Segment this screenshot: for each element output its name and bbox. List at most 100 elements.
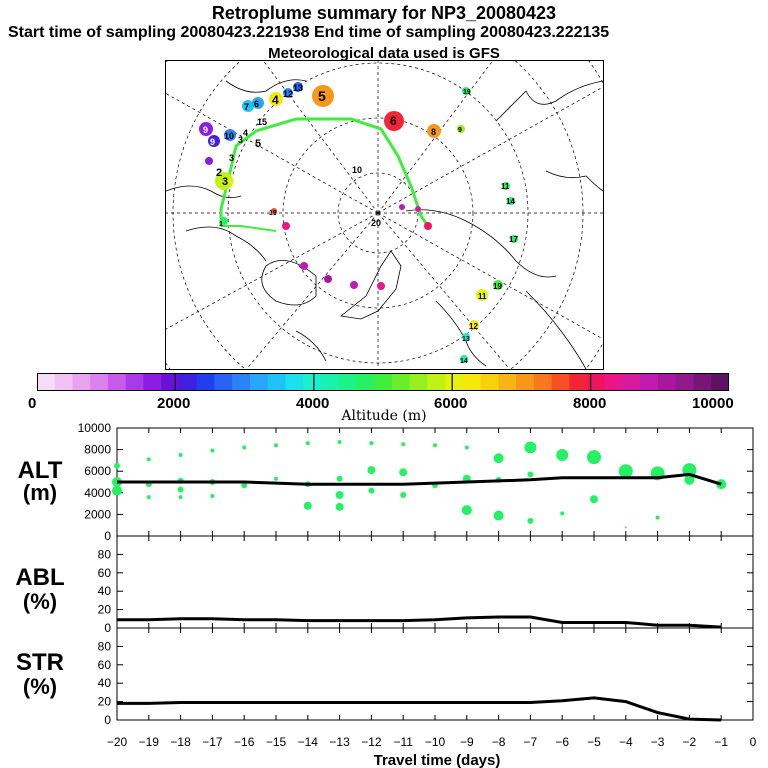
y-tick-label: 80 [98, 547, 112, 561]
map-number-label: 5 [318, 88, 326, 104]
map-number-label: 3 [222, 176, 228, 188]
cluster-marker [462, 87, 470, 95]
y-tick-label: 80 [98, 639, 112, 653]
x-tick-label: −13 [329, 735, 350, 749]
y-tick-label: 4000 [84, 486, 111, 500]
alt-point [178, 495, 183, 500]
map-number-label: 17 [509, 235, 518, 244]
colorbar-swatch [604, 373, 624, 391]
alt-point [433, 443, 437, 448]
map-number-label: 2 [216, 167, 222, 179]
map-number-label: 3 [238, 135, 243, 145]
alt-point [112, 485, 122, 496]
cluster-marker [242, 100, 254, 112]
abl-ticks: 0 20 40 60 80 [98, 536, 754, 635]
met-data-label: Meteorological data used is GFS [268, 45, 500, 62]
colorbar-swatch [622, 373, 641, 391]
cluster-marker [282, 222, 290, 230]
map-number-label: 15 [257, 117, 267, 127]
x-tick-label: −17 [202, 735, 223, 749]
map-number-label: 6 [254, 99, 259, 109]
map-number-label: 10 [224, 131, 234, 141]
alt-panel-frame [116, 427, 754, 537]
trajectory-map: 3 5 2 3 4 9 9 10 3 7 6 4 12 13 15 5 6 8 … [165, 60, 604, 370]
colorbar-swatch [320, 373, 340, 391]
colorbar-swatch [54, 373, 73, 391]
map-number-label: 4 [272, 93, 279, 107]
y-tick-label: 20 [98, 695, 112, 709]
trajectory-path [219, 117, 430, 227]
cluster-marker [507, 197, 515, 205]
cluster-marker [220, 217, 228, 225]
alt-point [209, 479, 216, 485]
cluster-marker [228, 178, 234, 184]
cluster-marker [502, 182, 510, 190]
alt-point [178, 453, 183, 457]
map-number-label: 8 [431, 127, 436, 137]
colorbar-swatches [36, 373, 730, 391]
cluster-marker [399, 204, 405, 210]
colorbar-swatch [693, 373, 712, 391]
alt-point [177, 486, 184, 493]
y-tick-label: 40 [98, 676, 112, 690]
map-number-label: 13 [293, 83, 303, 93]
colorbar-swatch [675, 373, 695, 391]
alt-point [527, 517, 534, 524]
x-tick-label: −10 [425, 735, 446, 749]
alt-point [524, 441, 537, 454]
alt-point [682, 463, 697, 478]
str-ylabel-line2: (%) [23, 674, 57, 699]
alt-point [399, 468, 408, 477]
map-svg: 3 5 2 3 4 9 9 10 3 7 6 4 12 13 15 5 6 8 … [166, 61, 603, 369]
colorbar-swatch [285, 373, 304, 391]
cluster-marker [427, 124, 441, 138]
colorbar-swatch [125, 373, 144, 391]
cluster-marker [350, 281, 358, 289]
alt-point [335, 502, 344, 511]
cluster-marker [252, 97, 264, 109]
map-number-label: 11 [501, 182, 510, 191]
y-tick-label: 2000 [84, 507, 111, 521]
x-tick-label: −3 [651, 735, 665, 749]
abl-line [117, 615, 722, 629]
colorbar-swatch [533, 373, 553, 391]
cluster-marker [460, 355, 468, 363]
alt-point [650, 466, 665, 481]
colorbar-swatch [374, 373, 393, 391]
cluster-marker [457, 125, 465, 133]
alt-point [112, 477, 122, 487]
colorbar-swatch [569, 373, 588, 391]
map-number-label: 12 [469, 322, 478, 331]
x-axis-ticks: −20 −19 −18 −17 −16 −15 −14 −13 −12 −11 −10 −9 −8 −7−… [107, 735, 757, 749]
cluster-marker [205, 157, 213, 165]
alt-point [369, 441, 374, 446]
alt-point [146, 495, 151, 500]
map-number-label: 9 [203, 125, 208, 135]
x-tick-label: −18 [170, 735, 191, 749]
map-number-label: 20 [371, 218, 381, 228]
cluster-marker [384, 111, 404, 131]
alt-point [114, 462, 120, 469]
colorbar-swatch [427, 373, 446, 391]
map-number-label: 19 [463, 89, 471, 96]
colorbar-swatch [658, 373, 677, 391]
alt-point [368, 487, 375, 494]
map-number-label: 4 [243, 128, 248, 138]
cluster-marker [312, 85, 334, 107]
alt-point [432, 482, 438, 489]
colorbar-swatch [356, 373, 375, 391]
colorbar-label: 4000 [296, 395, 330, 412]
x-tick-label: −9 [460, 735, 474, 749]
colorbar-swatch [178, 373, 198, 391]
map-number-label: 12 [283, 89, 293, 99]
alt-points [112, 440, 727, 529]
x-tick-label: −5 [587, 735, 601, 749]
alt-point [400, 491, 407, 498]
alt-point [618, 464, 633, 479]
alt-point [303, 501, 312, 510]
cluster-marker [224, 129, 236, 141]
trajectory-path-tail [221, 225, 277, 232]
day-labels: 3 5 2 3 4 9 9 10 3 7 6 4 12 13 15 5 6 8 … [203, 83, 518, 365]
x-tick-label: −12 [361, 735, 382, 749]
